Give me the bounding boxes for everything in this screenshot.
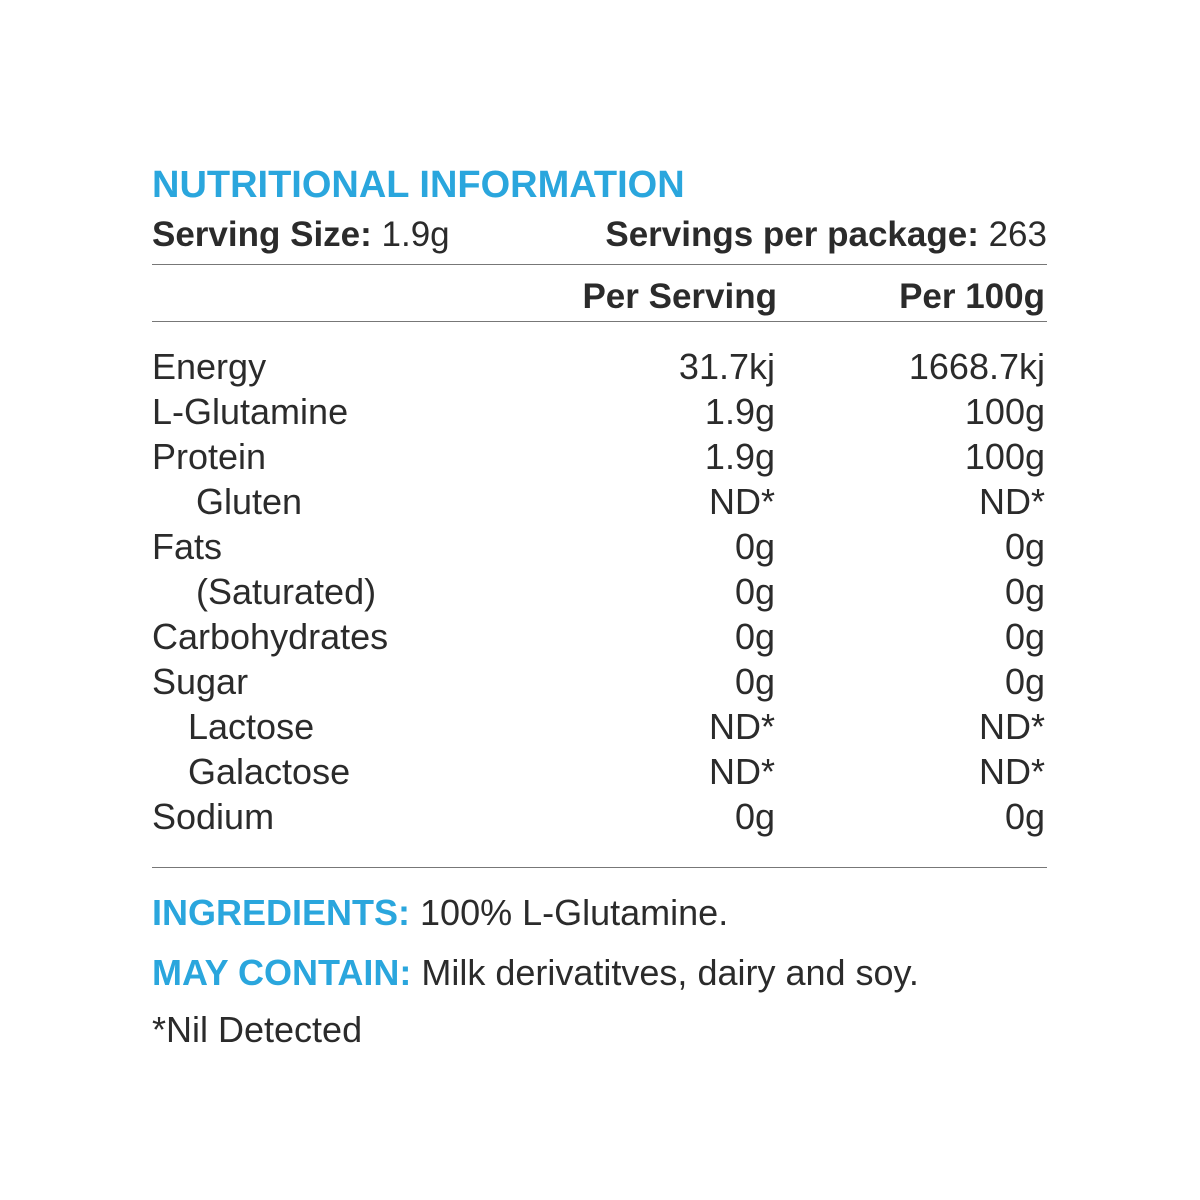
nutrient-name: Energy	[152, 346, 267, 387]
per-serving-value: 0g	[734, 796, 775, 837]
column-header-per-100g: Per 100g	[899, 277, 1045, 316]
serving-size: Serving Size: 1.9g	[152, 210, 450, 260]
per-100g-value: 0g	[1004, 571, 1045, 612]
table-row: Fats 0g 0g	[152, 524, 1047, 569]
per-100g-value: 100g	[964, 391, 1045, 432]
per-serving-value: 0g	[734, 526, 775, 567]
table-row: Galactose ND* ND*	[152, 749, 1047, 794]
servings-per-package: Servings per package: 263	[605, 210, 1047, 260]
panel-title: NUTRITIONAL INFORMATION	[152, 164, 685, 206]
table-row: Protein 1.9g 100g	[152, 434, 1047, 479]
footnote: *Nil Detected	[152, 1009, 363, 1050]
per-serving-value: ND*	[708, 706, 775, 747]
per-serving-value: 0g	[734, 571, 775, 612]
serving-size-value: 1.9g	[381, 215, 450, 254]
table-row: Lactose ND* ND*	[152, 704, 1047, 749]
per-serving-value: 0g	[734, 616, 775, 657]
per-100g-value: ND*	[978, 481, 1045, 522]
per-serving-value: ND*	[708, 751, 775, 792]
nutrient-name: Sodium	[152, 796, 275, 837]
nutrient-name: Gluten	[196, 481, 303, 522]
column-headers: Per Serving Per 100g	[152, 265, 1047, 321]
per-100g-value: 1668.7kj	[908, 346, 1045, 387]
may-contain-value: Milk derivatitves, dairy and soy.	[421, 952, 919, 993]
footer-notes: INGREDIENTS: 100% L-Glutamine. MAY CONTA…	[152, 890, 1047, 1050]
per-serving-value: 1.9g	[704, 391, 775, 432]
table-row: Carbohydrates 0g 0g	[152, 614, 1047, 659]
per-serving-value: 1.9g	[704, 436, 775, 477]
nutrient-name: L-Glutamine	[152, 391, 349, 432]
per-serving-value: ND*	[708, 481, 775, 522]
per-100g-value: 0g	[1004, 526, 1045, 567]
per-100g-value: 0g	[1004, 616, 1045, 657]
table-row: Gluten ND* ND*	[152, 479, 1047, 524]
table-row: Sugar 0g 0g	[152, 659, 1047, 704]
column-header-per-serving: Per Serving	[582, 277, 777, 316]
table-row: Sodium 0g 0g	[152, 794, 1047, 839]
may-contain-line: MAY CONTAIN: Milk derivatitves, dairy an…	[152, 950, 1047, 996]
divider-header	[152, 321, 1047, 322]
per-100g-value: 0g	[1004, 796, 1045, 837]
nutrient-name: Galactose	[188, 751, 351, 792]
per-100g-value: ND*	[978, 751, 1045, 792]
table-row: (Saturated) 0g 0g	[152, 569, 1047, 614]
servings-per-package-label: Servings per package:	[605, 215, 979, 254]
per-serving-value: 31.7kj	[678, 346, 775, 387]
table-row: L-Glutamine 1.9g 100g	[152, 389, 1047, 434]
per-100g-value: ND*	[978, 706, 1045, 747]
table-row: Energy 31.7kj 1668.7kj	[152, 344, 1047, 389]
per-100g-value: 100g	[964, 436, 1045, 477]
divider-bottom	[152, 867, 1047, 868]
nutrient-name: Sugar	[152, 661, 249, 702]
nutrient-name: Carbohydrates	[152, 616, 389, 657]
nutrient-name: Lactose	[188, 706, 315, 747]
per-serving-value: 0g	[734, 661, 775, 702]
nutrition-panel: NUTRITIONAL INFORMATION Serving Size: 1.…	[152, 160, 1047, 1050]
nutrition-table: Energy 31.7kj 1668.7kj L-Glutamine 1.9g …	[152, 344, 1047, 839]
ingredients-line: INGREDIENTS: 100% L-Glutamine.	[152, 890, 1047, 936]
ingredients-label: INGREDIENTS:	[152, 892, 411, 933]
may-contain-label: MAY CONTAIN:	[152, 952, 412, 993]
serving-info: Serving Size: 1.9g Servings per package:…	[152, 210, 1047, 264]
divider-top	[152, 264, 1047, 265]
nutrient-name: (Saturated)	[196, 571, 377, 612]
nutrient-name: Protein	[152, 436, 267, 477]
servings-per-package-value: 263	[988, 215, 1047, 254]
serving-size-label: Serving Size:	[152, 215, 372, 254]
per-100g-value: 0g	[1004, 661, 1045, 702]
ingredients-value: 100% L-Glutamine.	[420, 892, 729, 933]
nutrient-name: Fats	[152, 526, 223, 567]
